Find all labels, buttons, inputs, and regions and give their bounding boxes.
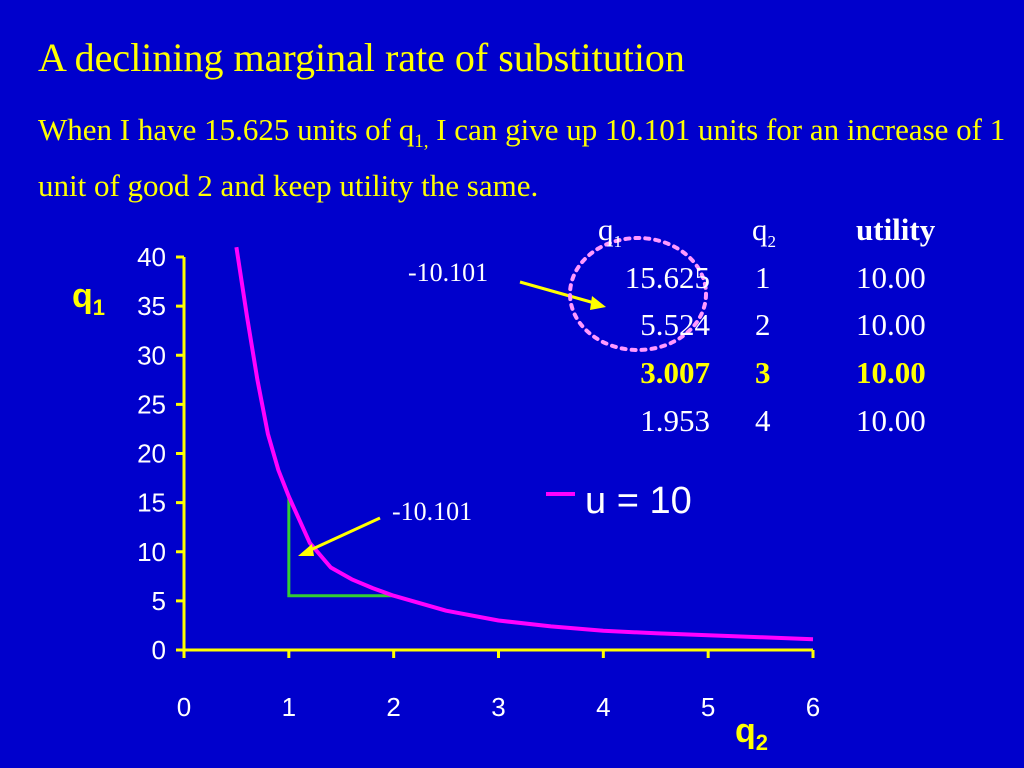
highlight-circle xyxy=(568,236,708,352)
header-q1: q1 xyxy=(598,212,622,252)
row4-utility: 10.00 xyxy=(856,403,926,438)
indifference-curve xyxy=(234,246,814,642)
mid-annotation-label: -10.101 xyxy=(392,497,472,526)
mrs-step-triangle xyxy=(287,496,394,598)
legend-label: u = 10 xyxy=(585,480,692,522)
y-tick-label: 0 xyxy=(152,635,166,665)
slide-title: A declining marginal rate of substitutio… xyxy=(38,35,685,80)
header-q1-sub: 1 xyxy=(613,232,623,252)
y-tick-label: 20 xyxy=(137,439,166,469)
header-q2: q2 xyxy=(752,212,776,252)
x-axis-label: q2 xyxy=(735,712,768,755)
row4-q2: 4 xyxy=(755,403,771,438)
row2-q2: 2 xyxy=(755,307,771,342)
row4-q1: 1.953 xyxy=(640,403,710,438)
x-tick-label: 0 xyxy=(177,692,191,722)
slide-subtitle: When I have 15.625 units of q1, I can gi… xyxy=(38,108,1013,208)
y-tick-label: 40 xyxy=(137,242,166,272)
y-tick-label: 30 xyxy=(137,340,166,370)
row1-utility: 10.00 xyxy=(856,260,926,295)
row3-q1: 3.007 xyxy=(640,355,710,390)
header-q2-sub: 2 xyxy=(767,232,777,252)
mid-annotation-arrow xyxy=(305,516,381,554)
x-tick-label: 2 xyxy=(386,692,400,722)
subtitle-part2: I can give up 10.101 units for an increa… xyxy=(38,112,1006,204)
y-tick-label: 35 xyxy=(137,291,166,321)
top-annotation-label: -10.101 xyxy=(408,258,488,287)
header-q1-base: q xyxy=(598,212,614,247)
x-tick-label: 1 xyxy=(282,692,296,722)
top-arrow-head xyxy=(590,296,606,310)
row1-q1: 15.625 xyxy=(624,260,710,295)
row2-utility: 10.00 xyxy=(856,307,926,342)
x-tick-label: 6 xyxy=(806,692,820,722)
x-tick-label: 3 xyxy=(491,692,505,722)
row1-q2: 1 xyxy=(755,260,771,295)
top-annotation-arrow xyxy=(519,280,599,306)
x-tick-label: 5 xyxy=(701,692,715,722)
y-tick-label: 25 xyxy=(137,389,166,419)
mid-arrow-head xyxy=(298,544,314,556)
row3-utility: 10.00 xyxy=(856,355,926,390)
subtitle-subscript: 1, xyxy=(414,131,429,153)
header-utility: utility xyxy=(856,212,936,247)
x-tick-label: 4 xyxy=(596,692,610,722)
subtitle-part1: When I have 15.625 units of q xyxy=(38,112,415,147)
header-q2-base: q xyxy=(752,212,768,247)
y-tick-label: 5 xyxy=(152,586,166,616)
row3-q2: 3 xyxy=(755,355,771,390)
row2-q1: 5.524 xyxy=(640,307,710,342)
y-tick-label: 10 xyxy=(137,537,166,567)
y-axis-label: q1 xyxy=(72,277,105,320)
y-tick-label: 15 xyxy=(137,488,166,518)
